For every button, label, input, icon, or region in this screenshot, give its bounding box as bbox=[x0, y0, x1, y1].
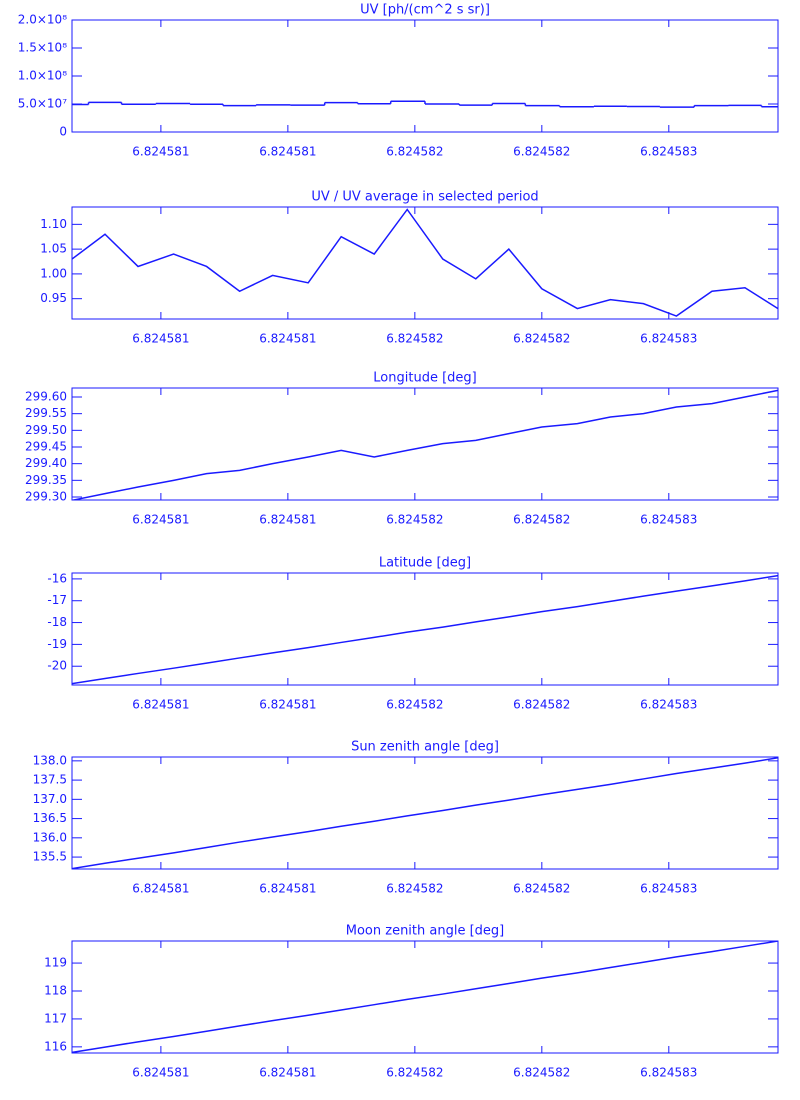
step-connector bbox=[87, 101, 763, 108]
y-tick-label: -18 bbox=[47, 615, 67, 629]
plot-area bbox=[72, 757, 778, 869]
y-tick-label: 119 bbox=[44, 956, 67, 970]
x-tick-label: 6.824581 bbox=[259, 698, 316, 712]
y-tick-label: 1.0×10⁸ bbox=[18, 69, 67, 83]
y-tick-label: 5.0×10⁷ bbox=[18, 97, 67, 111]
panel: UV [ph/(cm^2 s sr)] 6.824581 6.824581 6.824… bbox=[18, 3, 779, 159]
plot-area bbox=[72, 574, 778, 685]
x-tick-label: 6.824582 bbox=[386, 332, 443, 346]
plot-area bbox=[72, 941, 778, 1053]
x-tick-label: 6.824581 bbox=[132, 513, 189, 527]
y-tick-label: 299.50 bbox=[25, 423, 67, 437]
chart-title: Moon zenith angle [deg] bbox=[346, 924, 504, 939]
x-tick-label: 6.824583 bbox=[640, 1066, 697, 1080]
plot-frame bbox=[71, 206, 779, 320]
x-tick-label: 6.824582 bbox=[513, 145, 570, 159]
y-tick-label: 299.60 bbox=[25, 390, 67, 404]
y-tick-label: 136.5 bbox=[33, 811, 67, 825]
y-tick-label: 116 bbox=[44, 1039, 67, 1053]
y-tick-label: 1.10 bbox=[40, 217, 67, 231]
y-tick-label: 138.0 bbox=[33, 753, 67, 767]
x-tick-label: 6.824582 bbox=[386, 882, 443, 896]
x-tick-label: 6.824583 bbox=[640, 332, 697, 346]
x-tick-label: 6.824583 bbox=[640, 698, 697, 712]
plot-frame bbox=[71, 572, 779, 686]
panel: UV / UV average in selected period 6.8245… bbox=[40, 190, 779, 346]
y-tick-label: 0 bbox=[59, 125, 67, 139]
chart-title: UV / UV average in selected period bbox=[311, 190, 538, 205]
chart-title: Latitude [deg] bbox=[379, 556, 471, 571]
panel: Longitude [deg] 6.824581 6.824581 6.824582 6… bbox=[25, 371, 779, 527]
plot-frame bbox=[71, 940, 779, 1054]
y-tick-label: 137.0 bbox=[33, 792, 67, 806]
x-tick-label: 6.824582 bbox=[513, 332, 570, 346]
y-tick-label: 299.40 bbox=[25, 456, 67, 470]
x-tick-label: 6.824582 bbox=[513, 882, 570, 896]
y-tick-label: 1.00 bbox=[40, 266, 67, 280]
y-tick-label: -19 bbox=[47, 637, 67, 651]
x-tick-label: 6.824581 bbox=[259, 332, 316, 346]
panel: Sun zenith angle [deg] 6.824581 6.824581 6.… bbox=[33, 740, 779, 896]
x-tick-label: 6.824583 bbox=[640, 882, 697, 896]
x-tick-label: 6.824581 bbox=[259, 513, 316, 527]
y-tick-label: 1.5×10⁸ bbox=[18, 41, 67, 55]
y-tick-label: 137.5 bbox=[33, 773, 67, 787]
panel: Latitude [deg] 6.824581 6.824581 6.824582 6.… bbox=[47, 556, 779, 712]
x-tick-label: 6.824581 bbox=[132, 332, 189, 346]
panel: Moon zenith angle [deg] 6.824581 6.824581 6… bbox=[44, 924, 779, 1080]
chart-title: Longitude [deg] bbox=[373, 371, 476, 386]
data-line bbox=[72, 574, 778, 685]
plot-area bbox=[72, 208, 778, 317]
x-tick-label: 6.824581 bbox=[132, 698, 189, 712]
plot-frame bbox=[71, 19, 779, 133]
y-tick-label: 118 bbox=[44, 983, 67, 997]
y-tick-label: 299.35 bbox=[25, 473, 67, 487]
x-tick-label: 6.824581 bbox=[259, 882, 316, 896]
data-line bbox=[72, 941, 778, 1053]
y-tick-label: 136.0 bbox=[33, 830, 67, 844]
plot-area bbox=[72, 389, 778, 500]
x-tick-label: 6.824582 bbox=[386, 698, 443, 712]
x-tick-label: 6.824583 bbox=[640, 145, 697, 159]
plot-area bbox=[72, 100, 778, 108]
plot-frame bbox=[71, 387, 779, 501]
y-tick-label: 117 bbox=[44, 1011, 67, 1025]
y-tick-label: 1.05 bbox=[40, 242, 67, 256]
x-tick-label: 6.824582 bbox=[513, 698, 570, 712]
chart-title: Sun zenith angle [deg] bbox=[351, 740, 499, 755]
x-tick-label: 6.824582 bbox=[513, 513, 570, 527]
x-tick-label: 6.824582 bbox=[386, 1066, 443, 1080]
x-tick-label: 6.824581 bbox=[132, 145, 189, 159]
y-tick-label: 299.45 bbox=[25, 440, 67, 454]
y-tick-label: -20 bbox=[47, 659, 67, 673]
x-tick-label: 6.824581 bbox=[132, 1066, 189, 1080]
x-tick-label: 6.824582 bbox=[386, 513, 443, 527]
y-tick-label: -17 bbox=[47, 593, 67, 607]
plot-frame bbox=[71, 756, 779, 870]
y-tick-label: -16 bbox=[47, 571, 67, 585]
y-tick-label: 299.55 bbox=[25, 406, 67, 420]
data-line bbox=[72, 208, 778, 317]
y-tick-label: 135.5 bbox=[33, 850, 67, 864]
y-tick-label: 299.30 bbox=[25, 490, 67, 504]
chart-title: UV [ph/(cm^2 s sr)] bbox=[360, 3, 490, 18]
x-tick-label: 6.824582 bbox=[386, 145, 443, 159]
data-line bbox=[72, 757, 778, 869]
x-tick-label: 6.824581 bbox=[259, 145, 316, 159]
x-tick-label: 6.824581 bbox=[132, 882, 189, 896]
data-line bbox=[72, 389, 778, 500]
y-tick-label: 0.95 bbox=[40, 291, 67, 305]
x-tick-label: 6.824581 bbox=[259, 1066, 316, 1080]
y-tick-label: 2.0×10⁸ bbox=[18, 13, 67, 27]
x-tick-label: 6.824582 bbox=[513, 1066, 570, 1080]
x-tick-label: 6.824583 bbox=[640, 513, 697, 527]
